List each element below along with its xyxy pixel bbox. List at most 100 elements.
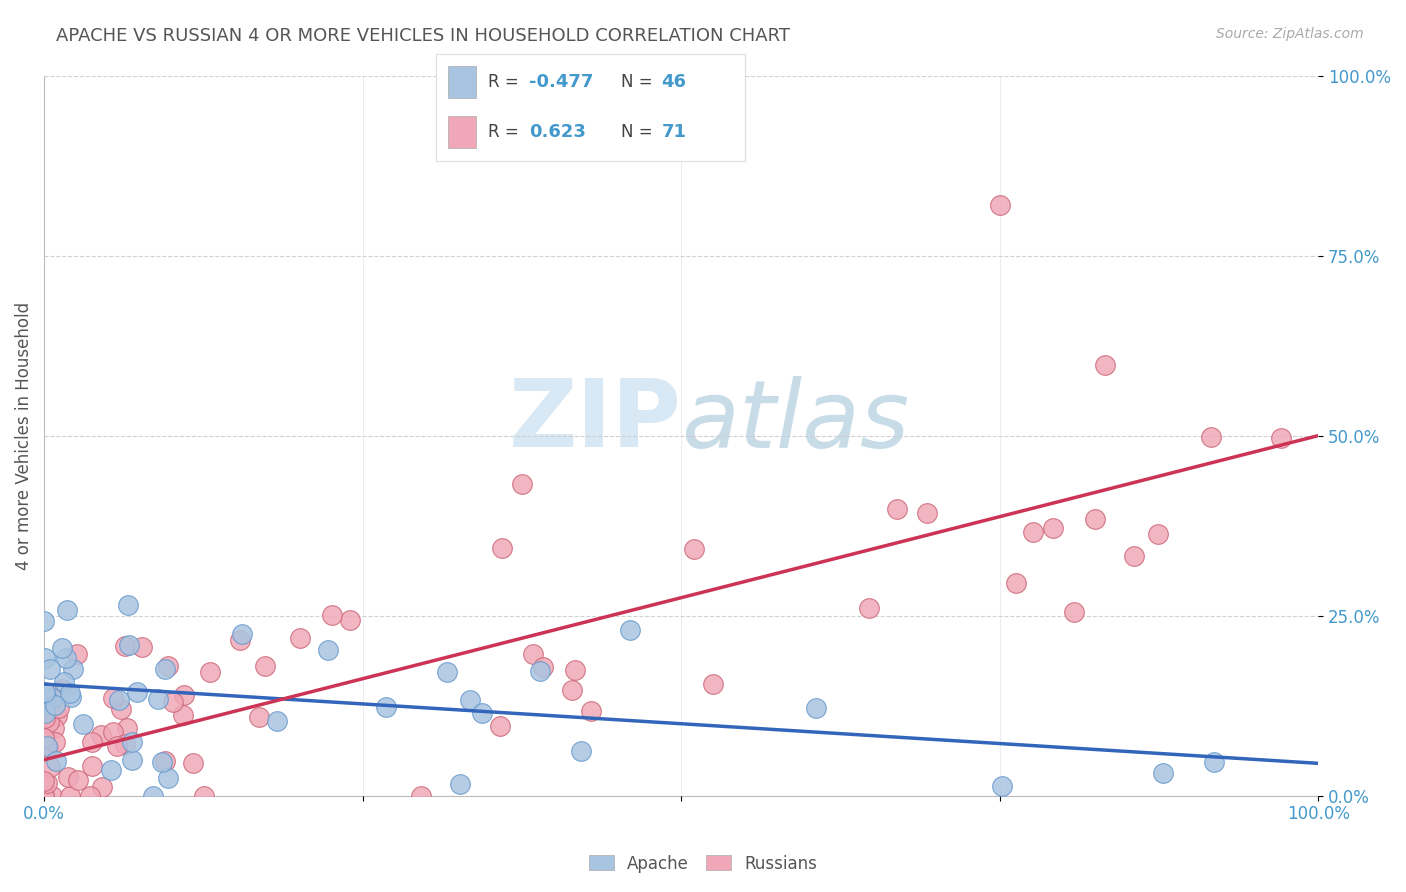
FancyBboxPatch shape [449, 116, 477, 148]
Point [121, 735, 143, 749]
Point [858, 601, 880, 615]
Point [34, 774, 56, 789]
Point [35, 739, 58, 754]
Text: APACHE VS RUSSIAN 4 OR MORE VEHICLES IN HOUSEHOLD CORRELATION CHART: APACHE VS RUSSIAN 4 OR MORE VEHICLES IN … [56, 27, 790, 45]
Text: R =: R = [488, 123, 524, 141]
Point [32, 615, 55, 629]
Point [436, 665, 458, 680]
Point [529, 664, 551, 678]
Point [34, 685, 56, 699]
Point [619, 623, 641, 637]
Text: -0.477: -0.477 [529, 73, 593, 91]
Point [579, 704, 602, 718]
Point [510, 477, 533, 491]
Point [266, 714, 288, 729]
Point [34, 711, 56, 725]
Point [173, 688, 195, 702]
Point [915, 506, 938, 520]
Point [231, 627, 253, 641]
Point [101, 690, 124, 705]
Point [117, 722, 139, 736]
Point [449, 777, 471, 791]
Point [564, 663, 586, 677]
Point [34, 651, 56, 665]
Point [1063, 605, 1085, 619]
Point [886, 502, 908, 516]
Point [100, 763, 122, 777]
Point [107, 693, 129, 707]
Point [1084, 511, 1107, 525]
Point [1022, 525, 1045, 540]
Point [66, 772, 89, 787]
Point [458, 693, 481, 707]
Point [32, 789, 55, 803]
Point [1005, 576, 1028, 591]
Point [988, 198, 1011, 212]
Point [155, 754, 177, 768]
Point [38, 662, 60, 676]
Text: N =: N = [621, 73, 658, 91]
Legend: Apache, Russians: Apache, Russians [582, 848, 824, 880]
Point [56, 603, 79, 617]
Point [118, 638, 141, 652]
Point [58, 770, 80, 784]
Point [48, 701, 70, 715]
Point [200, 665, 222, 680]
Point [60, 690, 83, 704]
Point [117, 598, 139, 612]
Point [150, 755, 173, 769]
Point [1094, 359, 1116, 373]
Point [181, 756, 204, 771]
Point [316, 643, 339, 657]
Point [229, 632, 252, 647]
Text: 71: 71 [662, 123, 686, 141]
Point [41, 789, 63, 803]
Point [82, 759, 104, 773]
Point [51, 682, 73, 697]
Text: atlas: atlas [681, 376, 910, 467]
Point [44, 698, 66, 712]
Point [45, 754, 67, 768]
Point [131, 640, 153, 654]
Point [471, 706, 494, 720]
Point [66, 647, 89, 661]
Point [683, 541, 706, 556]
Point [1204, 755, 1226, 769]
Point [37, 739, 59, 754]
Point [80, 735, 103, 749]
Point [105, 739, 128, 753]
Point [156, 659, 179, 673]
Point [44, 721, 66, 735]
Point [41, 690, 63, 705]
Point [561, 683, 583, 698]
Point [38, 759, 60, 773]
Point [32, 789, 55, 803]
Point [90, 780, 112, 794]
Point [90, 729, 112, 743]
Point [1199, 430, 1222, 444]
Point [491, 541, 513, 556]
Point [62, 662, 84, 676]
Point [34, 698, 56, 712]
Point [991, 779, 1014, 793]
Point [321, 608, 343, 623]
Text: 46: 46 [662, 73, 686, 91]
Point [1152, 766, 1174, 780]
Point [53, 675, 76, 690]
Point [1270, 431, 1292, 445]
Y-axis label: 4 or more Vehicles in Household: 4 or more Vehicles in Household [15, 301, 32, 570]
Point [531, 660, 554, 674]
Point [35, 690, 58, 704]
Point [45, 709, 67, 723]
Point [489, 719, 512, 733]
Point [141, 789, 163, 803]
Point [44, 735, 66, 749]
Point [288, 631, 311, 645]
Point [522, 647, 544, 661]
Point [157, 771, 180, 785]
Point [146, 691, 169, 706]
Text: Source: ZipAtlas.com: Source: ZipAtlas.com [1216, 27, 1364, 41]
Point [162, 695, 184, 709]
Point [247, 709, 270, 723]
Point [114, 640, 136, 654]
